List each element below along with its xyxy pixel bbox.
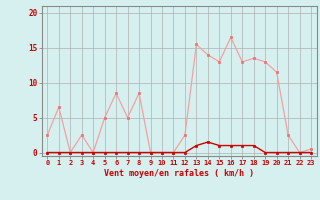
X-axis label: Vent moyen/en rafales ( km/h ): Vent moyen/en rafales ( km/h ) <box>104 169 254 178</box>
